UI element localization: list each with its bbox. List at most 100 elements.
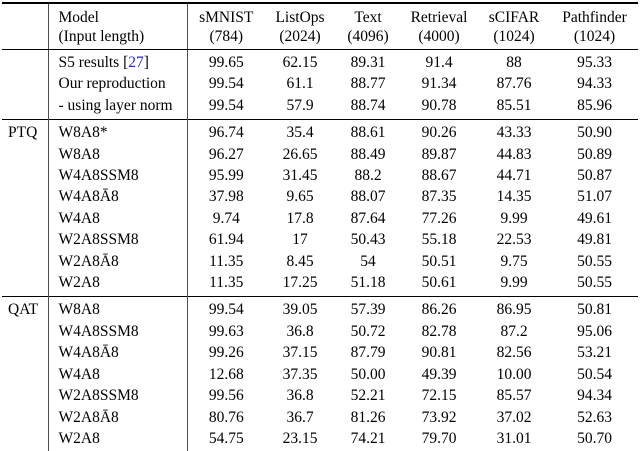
value-cell: 91.34 <box>421 75 457 93</box>
table-row: W4A8Ā8 99.26 37.15 87.79 90.81 82.56 53.… <box>2 342 638 364</box>
value-cell: 50.87 <box>577 167 612 185</box>
header-col-name: ListOps <box>275 9 325 26</box>
value-cell: 88.61 <box>350 124 386 142</box>
table-row: - using layer norm 99.54 57.9 88.74 90.7… <box>2 94 638 120</box>
table-row: W2A8SSM8 61.94 17 50.43 55.18 22.53 49.8… <box>2 229 638 251</box>
header-col-length: (4096) <box>347 28 389 45</box>
value-cell: 61.94 <box>208 231 244 249</box>
section-label <box>2 186 49 208</box>
value-cell: 57.9 <box>286 96 314 114</box>
value-cell: 87.2 <box>500 322 528 340</box>
model-name: W4A8SSM8 <box>48 165 188 187</box>
section-label <box>2 320 49 343</box>
header-col-retrieval: Retrieval (4000) <box>401 3 477 50</box>
model-name: W2A8Ā8 <box>48 406 188 428</box>
value-cell: 95.33 <box>577 54 612 71</box>
table-row: Our reproduction 99.54 61.1 88.77 91.34 … <box>2 73 638 95</box>
value-cell: 87.35 <box>421 188 457 206</box>
header-col-name: sCIFAR <box>488 9 540 26</box>
table-row: S5 results [27] 99.65 62.15 89.31 91.4 8… <box>2 49 638 74</box>
value-cell: 86.95 <box>496 301 532 319</box>
model-name: W8A8 <box>48 296 188 321</box>
value-cell: 88.07 <box>350 188 386 206</box>
value-cell: 37.15 <box>282 344 318 362</box>
header-col-name: Pathfinder <box>562 9 627 26</box>
section-baseline: S5 results [27] 99.65 62.15 89.31 91.4 8… <box>2 49 638 120</box>
table-row: W2A8 54.75 23.15 74.21 79.70 31.01 50.70 <box>2 427 638 451</box>
value-cell: 17 <box>292 231 308 249</box>
value-cell: 99.56 <box>208 387 244 405</box>
model-name: S5 results [27] <box>48 49 188 74</box>
header-col-length: (2024) <box>279 28 321 45</box>
value-cell: 52.21 <box>350 387 386 405</box>
section-ptq: PTQ W8A8* 96.74 35.4 88.61 90.26 43.33 5… <box>2 119 638 297</box>
value-cell: 91.4 <box>425 54 453 71</box>
value-cell: 50.90 <box>577 124 612 142</box>
table-row: W8A8 96.27 26.65 88.49 89.87 44.83 50.89 <box>2 143 638 166</box>
table-row: W2A8 11.35 17.25 51.18 50.61 9.99 50.55 <box>2 272 638 297</box>
value-cell: 49.61 <box>577 209 612 227</box>
value-cell: 51.18 <box>350 274 386 292</box>
value-cell: 88.74 <box>350 96 386 114</box>
header-row: Model (Input length) sMNIST (784) ListOp… <box>2 3 638 50</box>
value-cell: 89.87 <box>421 145 457 163</box>
value-cell: 37.02 <box>496 408 532 426</box>
section-qat: QAT W8A8 99.54 39.05 57.39 86.26 86.95 5… <box>2 296 638 451</box>
header-col-length: (784) <box>209 28 244 45</box>
value-cell: 85.96 <box>577 96 612 114</box>
value-cell: 35.4 <box>286 124 314 142</box>
value-cell: 11.35 <box>209 274 244 292</box>
citation-link[interactable]: 27 <box>128 54 144 71</box>
table-row: W2A8SSM8 99.56 36.8 52.21 72.15 85.57 94… <box>2 385 638 407</box>
model-name: W4A8Ā8 <box>48 342 188 364</box>
value-cell: 50.43 <box>350 231 386 249</box>
model-name: W4A8Ā8 <box>48 186 188 208</box>
value-cell: 9.75 <box>500 252 528 270</box>
model-name: W4A8 <box>48 207 188 230</box>
value-cell: 37.98 <box>208 188 244 206</box>
table-row: PTQ W8A8* 96.74 35.4 88.61 90.26 43.33 5… <box>2 119 638 144</box>
value-cell: 12.68 <box>208 365 244 383</box>
header-col-listops: ListOps (2024) <box>265 3 335 50</box>
value-cell: 62.15 <box>282 54 318 71</box>
section-label <box>2 342 49 364</box>
value-cell: 36.7 <box>286 408 314 426</box>
value-cell: 96.27 <box>208 145 244 163</box>
table-row: W4A8 9.74 17.8 87.64 77.26 9.99 49.61 <box>2 207 638 230</box>
value-cell: 86.26 <box>421 301 457 319</box>
value-cell: 87.64 <box>350 209 386 227</box>
value-cell: 90.78 <box>421 96 457 114</box>
header-model-line1: Model <box>58 9 99 26</box>
value-cell: 50.72 <box>350 322 386 340</box>
value-cell: 82.56 <box>496 344 532 362</box>
value-cell: 50.70 <box>577 429 612 447</box>
value-cell: 50.51 <box>421 252 457 270</box>
table-row: W4A8Ā8 37.98 9.65 88.07 87.35 14.35 51.0… <box>2 186 638 208</box>
value-cell: 88 <box>506 54 522 71</box>
value-cell: 73.92 <box>421 408 457 426</box>
value-cell: 23.15 <box>282 429 318 447</box>
model-name: - using layer norm <box>48 94 188 120</box>
value-cell: 10.00 <box>496 365 532 383</box>
table-row: W4A8 12.68 37.35 50.00 49.39 10.00 50.54 <box>2 363 638 386</box>
section-label <box>2 49 49 74</box>
value-cell: 17.25 <box>282 274 318 292</box>
model-name: W2A8 <box>48 272 188 297</box>
value-cell: 50.81 <box>577 301 612 319</box>
value-cell: 14.35 <box>496 188 532 206</box>
value-cell: 49.39 <box>421 365 457 383</box>
value-cell: 99.54 <box>208 75 244 93</box>
value-cell: 49.81 <box>577 231 612 249</box>
value-cell: 9.99 <box>500 274 528 292</box>
value-cell: 88.77 <box>350 75 386 93</box>
header-col-name: Text <box>354 9 382 26</box>
model-name: W8A8 <box>48 143 188 166</box>
value-cell: 36.8 <box>286 387 314 405</box>
value-cell: 85.51 <box>496 96 532 114</box>
model-name: W4A8SSM8 <box>48 320 188 343</box>
value-cell: 87.76 <box>496 75 532 93</box>
value-cell: 95.06 <box>577 322 612 340</box>
value-cell: 79.70 <box>421 429 457 447</box>
value-cell: 54.75 <box>208 429 244 447</box>
